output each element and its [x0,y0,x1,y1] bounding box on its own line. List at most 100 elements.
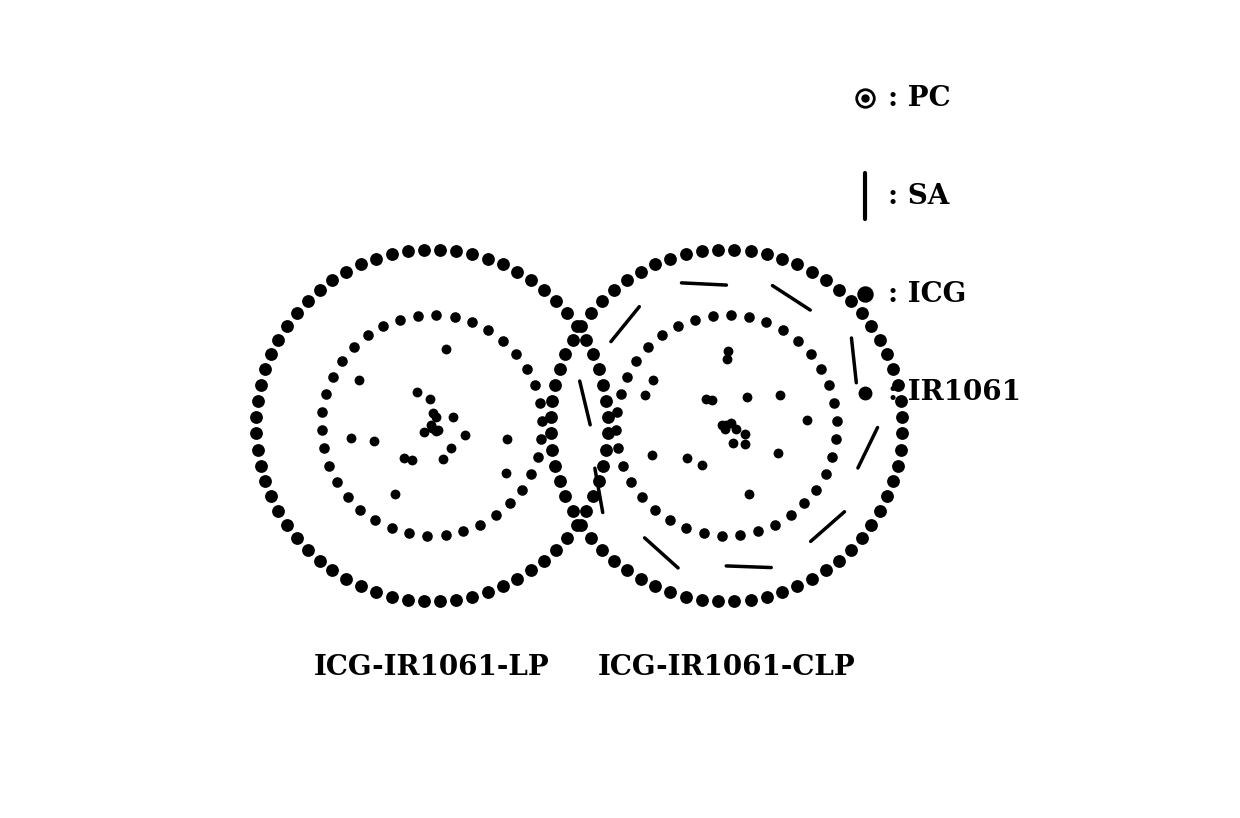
Point [735,438,755,451]
Point [720,308,740,321]
Point [366,586,386,599]
Point [677,452,697,465]
Point [740,245,760,258]
Point [598,411,618,424]
Point [430,243,450,256]
Point [507,265,527,278]
Point [862,319,882,332]
Point [373,320,393,333]
Point [589,474,609,488]
Point [702,393,722,407]
Point [618,371,637,384]
Point [816,467,836,480]
Point [723,436,743,449]
Point [714,423,734,436]
Point [862,519,882,532]
Point [892,411,911,424]
Point [878,490,898,503]
Point [529,396,549,409]
Point [541,427,560,440]
Point [668,320,688,333]
Point [542,394,562,407]
Point [632,490,652,503]
Point [418,529,438,542]
Point [494,580,513,593]
Point [806,483,826,496]
Point [692,459,712,472]
Point [720,416,740,429]
Point [521,274,541,287]
Point [756,248,776,261]
Point [546,379,565,392]
Point [436,342,456,355]
Point [268,333,288,346]
Point [739,311,759,324]
Point [277,519,296,532]
Point [575,505,595,518]
Point [500,497,520,510]
Point [435,528,455,542]
Text: ICG-IR1061-LP: ICG-IR1061-LP [314,654,549,681]
Point [735,427,755,440]
Point [351,258,371,271]
Point [676,248,696,261]
Point [348,374,368,387]
Point [826,433,846,446]
Point [506,348,526,361]
Point [440,442,460,455]
Point [399,527,419,540]
Point [708,595,728,608]
Point [618,274,637,287]
Point [645,258,665,271]
Point [327,475,347,488]
Point [583,348,603,361]
Point [888,379,908,392]
Point [787,258,807,271]
Point [250,379,270,392]
Point [661,252,681,265]
Point [444,411,464,424]
Point [852,307,872,320]
Point [556,490,575,503]
Point [322,371,342,384]
Point [582,531,601,544]
Point [645,503,665,516]
Point [455,429,475,442]
Point [740,593,760,606]
Point [336,573,356,586]
Point [609,442,629,455]
Point [343,341,363,354]
Text: : PC: : PC [888,84,951,112]
Point [366,252,386,265]
Point [593,379,613,392]
Point [781,509,801,522]
Point [408,309,428,322]
Point [572,319,591,332]
Point [676,522,696,535]
Point [773,586,792,599]
Point [549,474,569,488]
Text: : IR1061: : IR1061 [888,379,1022,407]
Point [255,363,275,376]
Point [827,414,847,427]
Point [582,307,601,320]
Point [262,348,281,361]
Point [262,490,281,503]
Point [248,394,268,407]
Point [787,335,807,348]
Point [255,474,275,488]
Point [365,434,384,447]
Point [248,443,268,456]
Point [825,396,844,409]
Point [606,424,626,437]
Point [841,543,861,556]
Point [463,316,482,329]
Point [768,447,787,460]
Point [286,307,306,320]
Point [797,413,817,426]
Point [802,265,822,278]
Text: ICG-IR1061-CLP: ICG-IR1061-CLP [598,654,856,681]
Point [692,593,712,606]
Point [477,252,497,265]
Point [712,419,732,432]
